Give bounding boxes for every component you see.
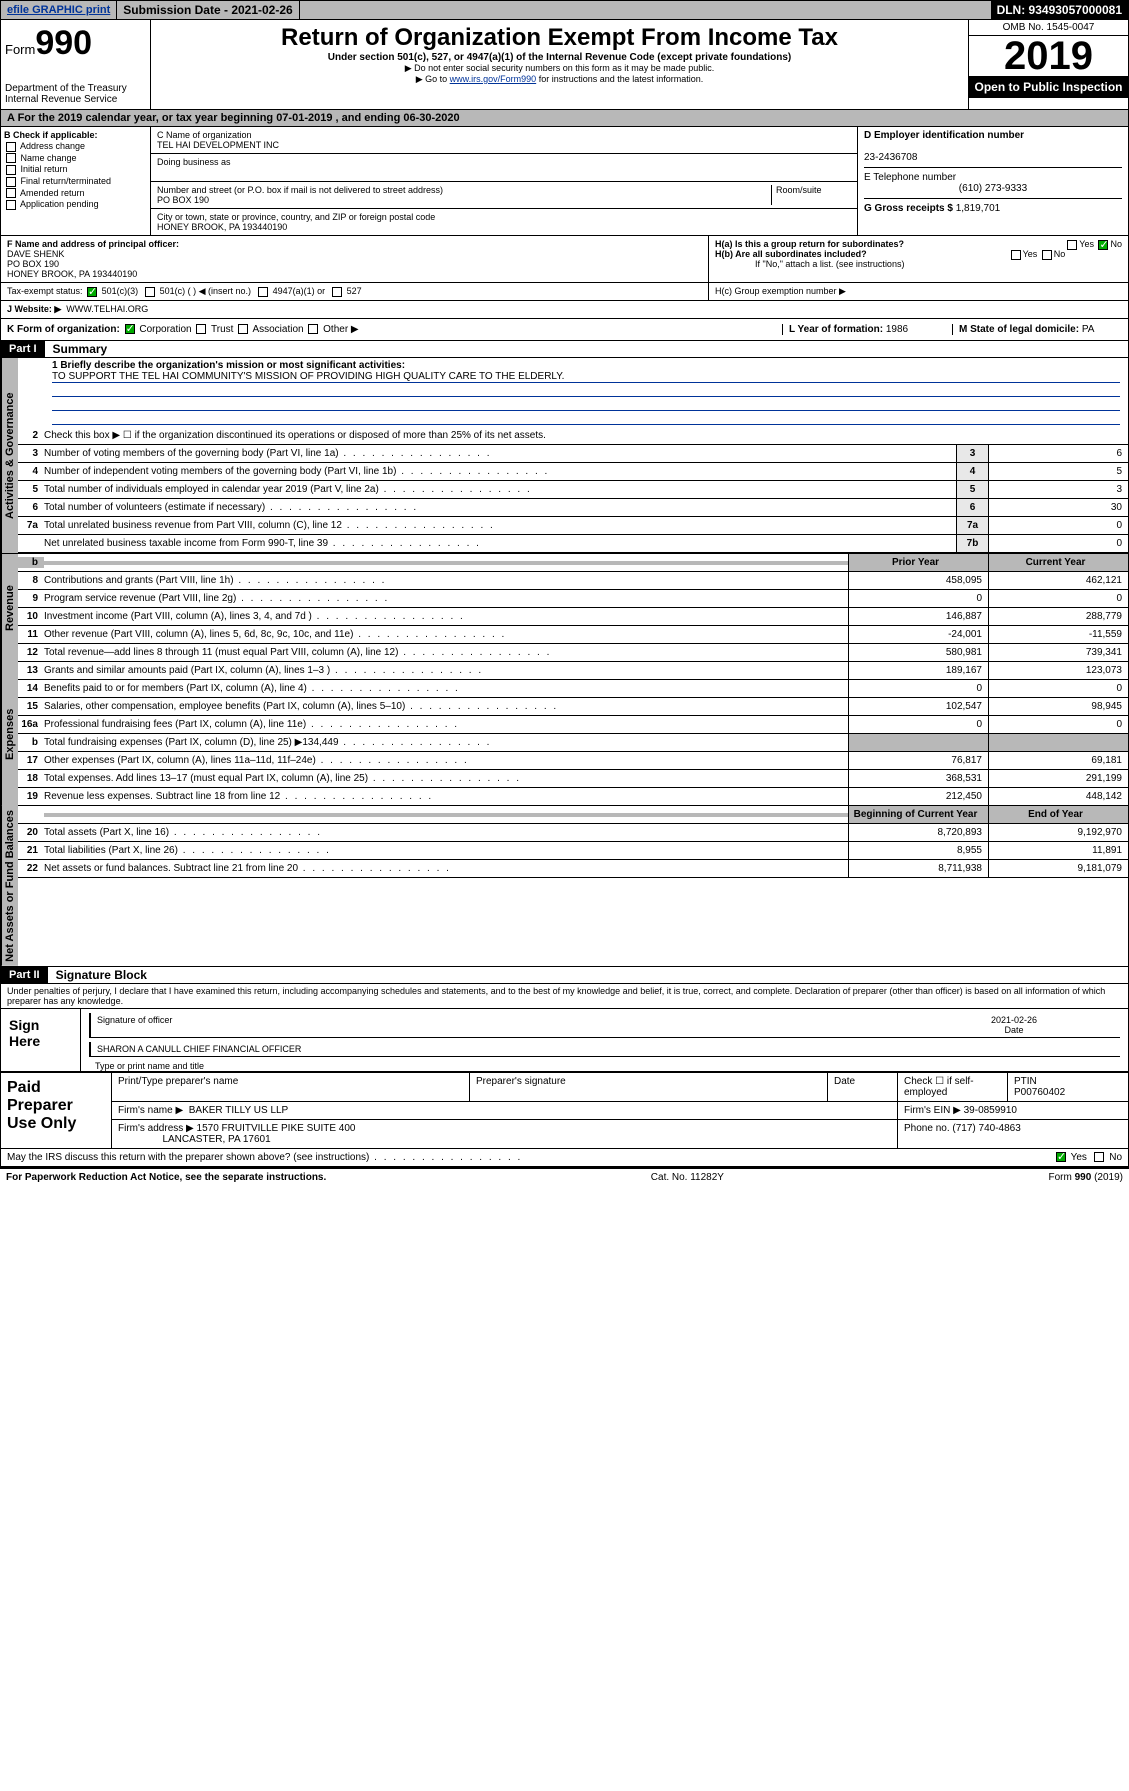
line-9: 9Program service revenue (Part VIII, lin… xyxy=(18,590,1128,608)
line-14: 14Benefits paid to or for members (Part … xyxy=(18,680,1128,698)
line-7a: 7aTotal unrelated business revenue from … xyxy=(18,517,1128,535)
line-8: 8Contributions and grants (Part VIII, li… xyxy=(18,572,1128,590)
line-21: 21Total liabilities (Part X, line 26)8,9… xyxy=(18,842,1128,860)
dln: DLN: 93493057000081 xyxy=(991,1,1128,19)
line-18: 18Total expenses. Add lines 13–17 (must … xyxy=(18,770,1128,788)
sign-block: Sign Here Signature of officer2021-02-26… xyxy=(0,1009,1129,1072)
part1-header: Part I Summary xyxy=(0,341,1129,358)
period-row: A For the 2019 calendar year, or tax yea… xyxy=(0,110,1129,127)
governance-section: Activities & Governance 1 Briefly descri… xyxy=(0,358,1129,553)
line-22: 22Net assets or fund balances. Subtract … xyxy=(18,860,1128,878)
vtab-revenue: Revenue xyxy=(1,554,18,662)
line-6: 6Total number of volunteers (estimate if… xyxy=(18,499,1128,517)
row-tax-exempt: Tax-exempt status: 501(c)(3) 501(c) ( ) … xyxy=(0,283,1129,301)
form-number: Form990 xyxy=(5,24,146,63)
line-b: bTotal fundraising expenses (Part IX, co… xyxy=(18,734,1128,752)
note-link: ▶ Go to www.irs.gov/Form990 for instruct… xyxy=(155,74,964,85)
box-d-e-g: D Employer identification number23-24367… xyxy=(858,127,1128,235)
efile-link[interactable]: efile GRAPHIC print xyxy=(1,1,117,19)
line-20: 20Total assets (Part X, line 16)8,720,89… xyxy=(18,824,1128,842)
row-website: J Website: ▶ WWW.TELHAI.ORG xyxy=(0,301,1129,319)
page-footer: For Paperwork Reduction Act Notice, see … xyxy=(0,1167,1129,1186)
paid-preparer-block: Paid Preparer Use Only Print/Type prepar… xyxy=(0,1072,1129,1149)
vtab-expenses: Expenses xyxy=(1,662,18,806)
vtab-governance: Activities & Governance xyxy=(1,358,18,553)
line-5: 5Total number of individuals employed in… xyxy=(18,481,1128,499)
tax-year: 2019 xyxy=(969,36,1128,76)
netassets-section: Net Assets or Fund Balances Beginning of… xyxy=(0,806,1129,967)
row-f-h: F Name and address of principal officer:… xyxy=(0,236,1129,283)
expenses-section: Expenses 13Grants and similar amounts pa… xyxy=(0,662,1129,806)
line-11: 11Other revenue (Part VIII, column (A), … xyxy=(18,626,1128,644)
form-header: Form990 Department of the Treasury Inter… xyxy=(0,20,1129,110)
box-b: B Check if applicable: Address change Na… xyxy=(1,127,151,235)
irs-link[interactable]: www.irs.gov/Form990 xyxy=(450,74,537,84)
form-title: Return of Organization Exempt From Incom… xyxy=(155,24,964,52)
line-16a: 16aProfessional fundraising fees (Part I… xyxy=(18,716,1128,734)
line-19: 19Revenue less expenses. Subtract line 1… xyxy=(18,788,1128,806)
perjury-text: Under penalties of perjury, I declare th… xyxy=(0,984,1129,1009)
line-4: 4Number of independent voting members of… xyxy=(18,463,1128,481)
entity-block: B Check if applicable: Address change Na… xyxy=(0,127,1129,236)
discuss-row: May the IRS discuss this return with the… xyxy=(0,1149,1129,1167)
open-inspection: Open to Public Inspection xyxy=(969,76,1128,98)
line-17: 17Other expenses (Part IX, column (A), l… xyxy=(18,752,1128,770)
line-12: 12Total revenue—add lines 8 through 11 (… xyxy=(18,644,1128,662)
form-subtitle: Under section 501(c), 527, or 4947(a)(1)… xyxy=(155,52,964,63)
top-bar: efile GRAPHIC print Submission Date - 20… xyxy=(0,0,1129,20)
part2-header: Part II Signature Block xyxy=(0,967,1129,984)
row-klm: K Form of organization: Corporation Trus… xyxy=(0,319,1129,341)
line-10: 10Investment income (Part VIII, column (… xyxy=(18,608,1128,626)
line-3: 3Number of voting members of the governi… xyxy=(18,445,1128,463)
line-x: Net unrelated business taxable income fr… xyxy=(18,535,1128,553)
vtab-netassets: Net Assets or Fund Balances xyxy=(1,806,18,966)
line-13: 13Grants and similar amounts paid (Part … xyxy=(18,662,1128,680)
line-15: 15Salaries, other compensation, employee… xyxy=(18,698,1128,716)
dept-label: Department of the Treasury Internal Reve… xyxy=(5,83,146,105)
revenue-section: Revenue bPrior YearCurrent Year 8Contrib… xyxy=(0,553,1129,662)
submission-date: Submission Date - 2021-02-26 xyxy=(117,1,299,19)
note-ssn: ▶ Do not enter social security numbers o… xyxy=(155,63,964,74)
box-c: C Name of organizationTEL HAI DEVELOPMEN… xyxy=(151,127,858,235)
